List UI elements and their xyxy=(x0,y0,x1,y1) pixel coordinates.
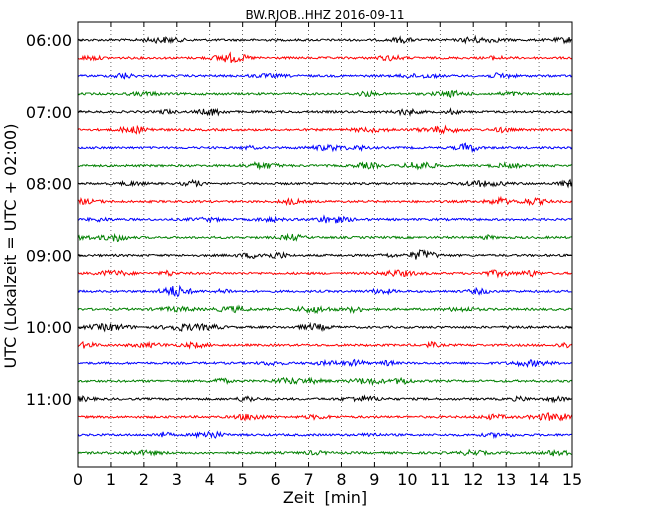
x-tick-label: 12 xyxy=(463,470,483,489)
seismic-trace xyxy=(77,214,573,224)
x-tick-label: 13 xyxy=(496,470,516,489)
seismic-trace xyxy=(77,72,573,80)
seismic-trace xyxy=(77,160,573,171)
plot-frame xyxy=(77,21,573,468)
seismic-trace xyxy=(77,340,573,350)
x-tick-label: 0 xyxy=(73,470,83,489)
seismic-trace xyxy=(77,51,573,64)
seismic-trace xyxy=(77,89,573,99)
traces-layer xyxy=(77,34,573,457)
y-axis-label: UTC (Lokalzeit = UTC + 02:00) xyxy=(1,124,20,369)
seismic-trace xyxy=(77,249,573,260)
x-tick-label: 4 xyxy=(205,470,215,489)
seismic-trace xyxy=(77,142,573,154)
y-tick-label: 07:00 xyxy=(26,103,72,122)
x-tick-label: 2 xyxy=(139,470,149,489)
chart-title: BW.RJOB..HHZ 2016-09-11 xyxy=(245,8,404,22)
x-tick-label: 5 xyxy=(238,470,248,489)
seismic-trace xyxy=(77,124,573,135)
seismic-trace xyxy=(77,284,573,298)
x-axis-label: Zeit [min] xyxy=(283,488,367,507)
x-tick-label: 6 xyxy=(271,470,281,489)
seismic-trace xyxy=(77,34,573,45)
seismic-trace xyxy=(77,321,573,333)
seismic-trace xyxy=(77,269,573,279)
seismic-trace xyxy=(77,107,573,117)
seismic-trace xyxy=(77,195,573,207)
y-tick-label: 11:00 xyxy=(26,390,72,409)
seismic-trace xyxy=(77,358,573,369)
y-tick-label: 06:00 xyxy=(26,31,72,50)
ticks-layer: 0 1 2 3 4 5 6 7 8 9 10 11 12 13 14 1506:0007:0008:0009:… xyxy=(26,22,582,489)
x-tick-label: 8 xyxy=(336,470,346,489)
seismic-trace xyxy=(77,394,573,404)
seismic-trace xyxy=(77,178,573,189)
y-tick-label: 08:00 xyxy=(26,175,72,194)
seismic-trace xyxy=(77,430,573,440)
x-tick-label: 14 xyxy=(529,470,549,489)
x-tick-label: 7 xyxy=(303,470,313,489)
x-tick-label: 11 xyxy=(430,470,450,489)
y-tick-label: 10:00 xyxy=(26,318,72,337)
seismic-trace xyxy=(77,412,573,422)
x-tick-label: 3 xyxy=(172,470,182,489)
y-tick-label: 09:00 xyxy=(26,246,72,265)
seismic-trace xyxy=(77,376,573,387)
x-tick-label: 10 xyxy=(397,470,417,489)
x-tick-label: 9 xyxy=(369,470,379,489)
x-tick-label: 1 xyxy=(106,470,116,489)
seismic-trace xyxy=(77,232,573,243)
seismic-trace xyxy=(77,448,573,457)
x-tick-label: 15 xyxy=(562,470,582,489)
seismic-trace xyxy=(77,304,573,315)
